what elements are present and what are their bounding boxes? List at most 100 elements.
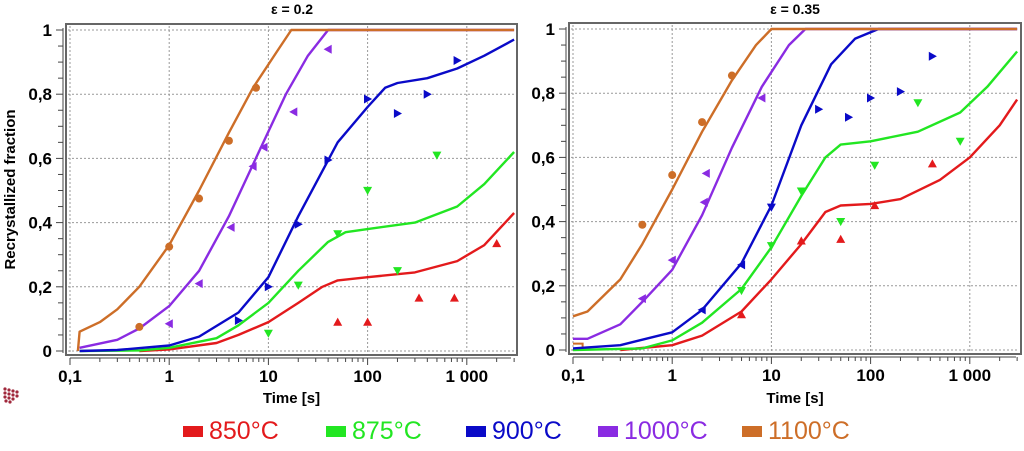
data-point-900: [845, 112, 854, 122]
y-tick-label: 0,4: [531, 213, 555, 232]
data-point-1000: [667, 255, 676, 265]
x-tick-label: 1: [164, 367, 173, 386]
data-point-900: [264, 282, 273, 292]
legend-item-875: 875°C: [326, 416, 422, 446]
data-point-1000: [289, 107, 298, 117]
chart-panel-2: ε = 0.35 0 0,2 0,4 0,6 0,8 1 0,1 1 10 100 1 000 Time…: [531, 1, 1022, 407]
series-line-875: [79, 151, 515, 353]
data-point-1000: [226, 222, 235, 232]
series-line-1100: [572, 27, 1018, 318]
data-point-1000: [164, 319, 173, 329]
data-point-875: [836, 218, 846, 227]
data-point-875: [796, 187, 806, 196]
data-point-875: [955, 137, 965, 146]
data-point-875: [293, 281, 303, 290]
legend-item-850: 850°C: [183, 416, 279, 446]
data-point-900: [896, 87, 905, 97]
legend-label-850: 850°C: [209, 417, 279, 445]
data-point-1000: [637, 294, 646, 304]
y-tick-label: 0: [546, 341, 555, 360]
legend-label-1000: 1000°C: [624, 417, 708, 445]
x-tick-label: 100: [353, 367, 381, 386]
data-point-900: [393, 109, 402, 118]
data-point-850: [927, 159, 937, 168]
x-tick-label: 1 000: [949, 366, 992, 385]
data-point-900: [697, 305, 706, 315]
data-point-1100: [195, 194, 204, 203]
x-tick-label: 0,1: [561, 366, 585, 385]
legend-swatch-1100: [742, 425, 762, 437]
data-point-1100: [252, 83, 261, 92]
chart-title: ε = 0.2: [271, 1, 313, 17]
series-line-1000: [79, 28, 515, 349]
plot-frame: [65, 23, 518, 356]
data-point-900: [453, 56, 462, 65]
data-point-875: [913, 99, 923, 108]
series-line-1000: [573, 27, 1018, 340]
data-point-1100: [668, 171, 677, 180]
data-point-850: [492, 239, 502, 248]
data-point-875: [263, 329, 273, 338]
x-tick-label: 10: [762, 366, 781, 385]
series-line-1100: [76, 28, 515, 352]
legend-swatch-900: [466, 425, 486, 437]
data-point-900: [364, 94, 373, 104]
data-point-1100: [224, 136, 233, 145]
data-point-1100: [135, 322, 144, 331]
legend-label-1100: 1100°C: [768, 417, 850, 445]
data-point-900: [815, 104, 824, 114]
y-tick-label: 0,6: [531, 148, 555, 167]
legend-label-900: 900°C: [492, 417, 562, 445]
x-axis-title: Time [s]: [766, 390, 823, 407]
data-point-1000: [259, 142, 268, 152]
data-point-1000: [248, 161, 257, 171]
data-point-850: [796, 236, 806, 245]
x-tick-label: 10: [259, 367, 278, 386]
data-point-875: [766, 242, 776, 251]
x-axis-title: Time [s]: [263, 390, 320, 407]
data-point-1000: [699, 197, 708, 207]
data-point-1100: [638, 220, 647, 229]
y-tick-label: 0,8: [531, 84, 555, 103]
legend-label-875: 875°C: [352, 417, 422, 445]
y-axis-title: Recrystallized fraction: [2, 109, 19, 269]
data-point-875: [393, 267, 402, 276]
data-point-1100: [165, 242, 174, 251]
data-point-850: [737, 310, 746, 319]
chart-panel-1: ε = 0.2 0 0,2 0,4 0,6 0,8 1 0,1 1 10 100 1 000 Time …: [2, 1, 518, 407]
data-point-900: [867, 93, 876, 103]
data-point-1000: [701, 168, 710, 178]
data-point-900: [766, 203, 776, 212]
dots-cluster-icon: [3, 387, 19, 404]
data-point-900: [928, 51, 937, 61]
data-point-850: [333, 317, 343, 326]
data-point-1100: [698, 118, 707, 127]
series-line-850: [620, 98, 1019, 352]
legend: 850°C 875°C 900°C 1000°C 1100°C: [0, 416, 1024, 446]
chart-title: ε = 0.35: [770, 1, 820, 17]
y-tick-label: 1: [546, 20, 555, 39]
data-point-1000: [757, 93, 766, 103]
legend-item-1000: 1000°C: [598, 416, 708, 446]
legend-swatch-850: [183, 425, 203, 437]
data-point-850: [414, 293, 424, 302]
data-point-875: [870, 161, 880, 170]
y-tick-label: 0,8: [28, 85, 52, 104]
legend-swatch-1000: [598, 425, 618, 437]
series-line-850: [139, 212, 515, 353]
data-point-1100: [727, 71, 736, 80]
data-point-850: [363, 317, 373, 326]
data-point-875: [333, 230, 343, 239]
data-point-1000: [323, 44, 332, 54]
data-point-850: [449, 293, 459, 302]
series-line-900: [79, 38, 515, 353]
data-point-850: [870, 201, 880, 210]
x-tick-label: 100: [856, 366, 884, 385]
y-tick-label: 0,2: [531, 277, 555, 296]
x-tick-label: 1 000: [446, 367, 489, 386]
x-tick-label: 1: [667, 366, 676, 385]
data-point-900: [234, 316, 243, 325]
legend-swatch-875: [326, 425, 346, 437]
y-tick-label: 1: [43, 21, 52, 40]
